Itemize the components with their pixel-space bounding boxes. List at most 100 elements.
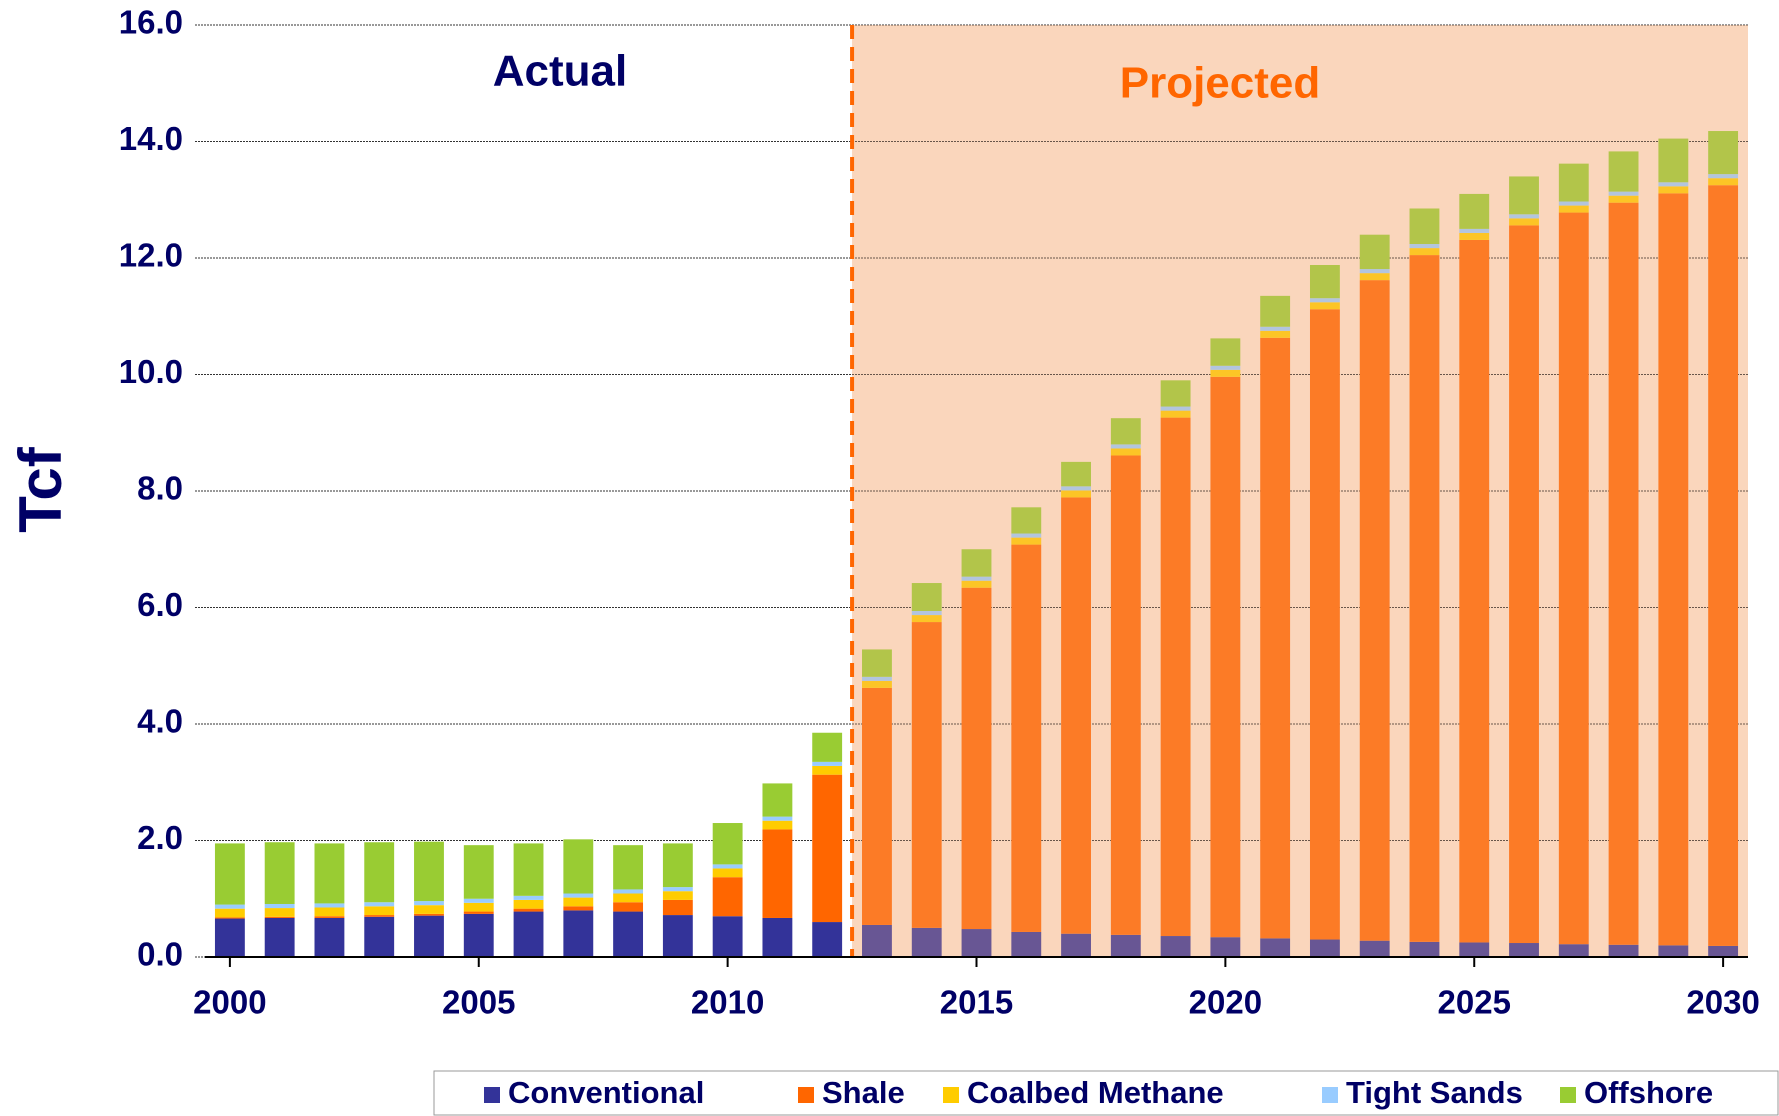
bar-segment [613, 845, 644, 890]
bar-segment [1309, 298, 1340, 303]
bar-segment [812, 774, 843, 923]
bar-segment [264, 916, 295, 918]
legend-label: Coalbed Methane [967, 1075, 1224, 1110]
bar-segment [1309, 302, 1340, 310]
bar-segment [314, 916, 345, 918]
bar-segment [961, 549, 992, 577]
bar-segment [762, 820, 793, 830]
bar-segment [1210, 376, 1241, 938]
bar-segment [712, 868, 743, 878]
bar-segment [1658, 193, 1689, 946]
bar-segment [1558, 163, 1589, 202]
x-tick-label: 2000 [193, 984, 266, 1021]
bar-segment [314, 907, 345, 917]
bar-segment [613, 902, 644, 912]
bar-segment [463, 911, 494, 914]
bar-segment [264, 917, 295, 957]
bar-segment [1309, 309, 1340, 940]
bar-segment [762, 783, 793, 817]
bar-segment [1459, 193, 1490, 229]
bar-segment [1110, 418, 1141, 445]
y-tick-label: 0.0 [137, 936, 183, 973]
bar-segment [911, 622, 942, 928]
bar-segment [1409, 248, 1440, 256]
bar-segment [1160, 410, 1191, 418]
bar-segment [911, 610, 942, 616]
bar-segment [712, 916, 743, 957]
bar-segment [563, 839, 594, 894]
legend-label: Tight Sands [1346, 1075, 1523, 1110]
bar-segment [862, 680, 892, 688]
bar-segment [414, 901, 444, 906]
bar-segment [414, 841, 444, 902]
bar-segment [513, 908, 544, 912]
bar-segment [463, 845, 494, 899]
bar-segment [712, 864, 743, 869]
bar-segment [662, 843, 693, 888]
bar-segment [414, 913, 444, 916]
bar-segment [1608, 195, 1639, 203]
bar-segment [1210, 369, 1241, 377]
bar-segment [1708, 945, 1739, 957]
y-tick-label: 6.0 [137, 586, 183, 623]
bar-segment [1509, 214, 1539, 219]
bar-segment [1011, 507, 1042, 534]
x-tick-label: 2025 [1438, 984, 1511, 1021]
projection-overlay [852, 25, 1748, 957]
bar-segment [862, 649, 892, 677]
legend-label: Offshore [1584, 1075, 1713, 1110]
bar-segment [613, 889, 644, 894]
y-tick-label: 14.0 [119, 120, 183, 157]
legend-swatch [798, 1087, 814, 1103]
bar-segment [1658, 945, 1689, 957]
legend-swatch [1560, 1087, 1576, 1103]
bar-segment [1061, 461, 1091, 487]
bar-segment [1110, 444, 1141, 449]
bar-segment [214, 917, 245, 919]
bar-segment [1061, 497, 1091, 934]
bar-segment [1359, 273, 1390, 281]
bar-segment [1459, 942, 1490, 957]
bar-segment [1061, 486, 1091, 491]
bar-segment [862, 924, 892, 957]
bar-segment [1061, 933, 1091, 957]
bar-segment [1210, 937, 1241, 957]
bar-segment [1260, 337, 1291, 939]
bar-segment [1459, 232, 1490, 240]
bar-segment [1409, 255, 1440, 942]
bar-segment [712, 877, 743, 917]
bar-segment [414, 905, 444, 914]
bar-segment [1409, 208, 1440, 245]
bar-segment [314, 903, 345, 908]
bar-segment [1558, 944, 1589, 957]
bar-segment [862, 687, 892, 925]
bar-segment [1160, 417, 1191, 937]
bar-segment [961, 929, 992, 957]
bar-segment [414, 915, 444, 957]
bar-segment [214, 843, 245, 905]
bar-segment [463, 898, 494, 903]
bar-segment [314, 917, 345, 957]
bar-segment [812, 761, 843, 766]
bar-segment [1658, 182, 1689, 187]
bar-segment [762, 816, 793, 821]
bar-segment [613, 911, 644, 957]
bar-segment [1309, 939, 1340, 957]
bar-segment [1708, 185, 1739, 946]
bar-segment [513, 843, 544, 896]
bar-segment [264, 908, 295, 917]
bar-segment [1011, 533, 1042, 538]
bar-segment [1210, 365, 1241, 370]
bar-segment [264, 903, 295, 909]
bar-segment [1011, 544, 1042, 932]
bar-segment [1558, 212, 1589, 945]
bar-segment [762, 917, 793, 957]
bar-segment [563, 893, 594, 898]
bar-segment [364, 842, 395, 903]
legend-label: Conventional [508, 1075, 704, 1110]
bar-segment [1260, 295, 1291, 327]
bar-segment [961, 587, 992, 930]
bar-segment [1260, 330, 1291, 338]
bar-segment [463, 902, 494, 912]
